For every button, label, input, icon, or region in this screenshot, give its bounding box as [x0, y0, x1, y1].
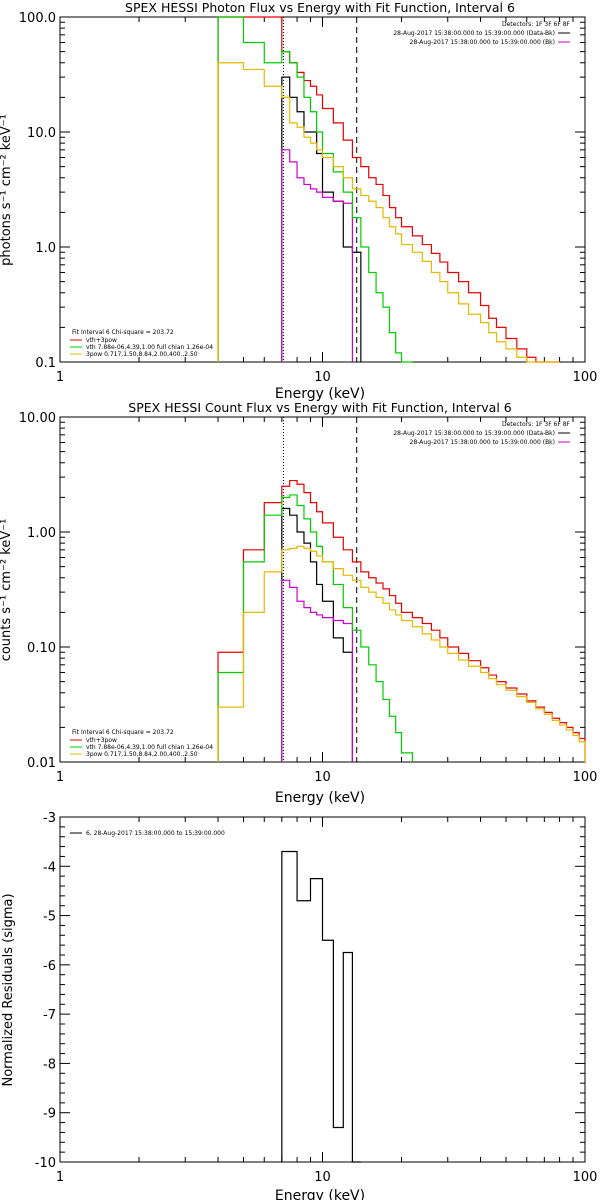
y-tick-label-2: -10 — [35, 1156, 56, 1171]
count-plot-area: 1 10 100 0.01 0.10 1.00 10.00 — [19, 411, 598, 785]
count-chart-title: SPEX HESSI Count Flux vs Energy with Fit… — [128, 400, 511, 415]
y-tick-label-1: 1.00 — [27, 526, 56, 541]
residuals-x-label: Energy (keV) — [275, 1188, 365, 1200]
y-tick-label-1: 0.10 — [27, 641, 56, 656]
photon-legend-detectors: Detectors: 1F 3F 6F 8F — [502, 21, 571, 28]
count-legend-bk: 28-Aug-2017 15:38:00.000 to 15:39:00.000… — [410, 439, 555, 446]
photon-flux-panel: SPEX HESSI Photon Flux vs Energy with Fi… — [0, 0, 597, 402]
x-tick-label-1: 10 — [314, 770, 331, 785]
x-tick-label-2: 100 — [573, 1170, 598, 1185]
y-tick-label-0: 0.1 — [35, 356, 56, 371]
spectrum-series-power-0 — [217, 62, 560, 363]
y-tick-label-2: -5 — [43, 910, 56, 925]
photon-legend-fit-title: Fit Interval 6 Chi-square = 203.72 — [72, 329, 174, 336]
y-tick-label-2: -4 — [43, 860, 56, 875]
y-tick-label-1: 0.01 — [27, 756, 56, 771]
axes-frame-2 — [59, 816, 586, 1163]
x-tick-label-0: 100 — [573, 370, 598, 385]
y-tick-label-2: -7 — [43, 1008, 56, 1023]
photon-legend-total: vth+3pow — [86, 337, 117, 344]
spectrum-series-thermal-1 — [217, 494, 413, 762]
y-tick-label-2: -8 — [43, 1057, 56, 1072]
photon-plot-area: 1 10 100 0.1 1.0 10.0 100.0 — [19, 11, 598, 385]
photon-y-label: photons s⁻¹ cm⁻² keV⁻¹ — [0, 114, 14, 266]
spectrum-series-power-1 — [217, 545, 586, 762]
count-legend-detectors: Detectors: 1F 3F 6F 8F — [502, 421, 571, 428]
photon-legend-header: Detectors: 1F 3F 6F 8F 28-Aug-2017 15:38… — [393, 21, 570, 46]
count-legend-fit-title: Fit Interval 6 Chi-square = 203.72 — [72, 729, 174, 736]
spectrum-series-total-1 — [217, 479, 586, 762]
count-x-label: Energy (keV) — [275, 790, 365, 806]
count-legend-thermal: vth 7.88e-06,4.39,1.00 full chian 1.26e-… — [86, 744, 213, 751]
residuals-plot-area: 1 10 100 -10 -9 -8 -7 -6 -5 -4 -3 — [35, 811, 598, 1185]
photon-legend-databk: 28-Aug-2017 15:38:00.000 to 15:39:00.000… — [393, 30, 555, 37]
spectrum-series-data-0 — [281, 76, 362, 362]
spectrum-series-total-0 — [217, 16, 560, 363]
residuals-panel: Energy (keV) Normalized Residuals (sigma… — [1, 811, 597, 1200]
count-legend-databk: 28-Aug-2017 15:38:00.000 to 15:39:00.000… — [393, 430, 555, 437]
count-legend-power: 3pow 0.717,1.50,8.84,2.00,400.,2.50 — [86, 751, 198, 758]
y-tick-label-0: 1.0 — [35, 241, 56, 256]
photon-legend-thermal: vth 7.88e-06,4.39,1.00 full chian 1.26e-… — [86, 344, 213, 351]
x-tick-label-0: 10 — [314, 370, 331, 385]
y-tick-label-0: 10.0 — [27, 126, 56, 141]
spectrum-series-data-2 — [281, 850, 361, 1163]
spectrum-series-background-0 — [281, 149, 354, 362]
photon-legend-power: 3pow 0.717,1.50,8.84,2.00,400.,2.50 — [86, 351, 198, 358]
spectrum-series-background-1 — [281, 579, 354, 762]
y-tick-label-2: -9 — [43, 1107, 56, 1122]
y-tick-label-2: -6 — [43, 959, 56, 974]
x-tick-label-1: 100 — [573, 770, 598, 785]
y-tick-label-2: -3 — [43, 811, 56, 826]
x-tick-label-2: 10 — [314, 1170, 331, 1185]
photon-legend-bk: 28-Aug-2017 15:38:00.000 to 15:39:00.000… — [410, 39, 555, 46]
count-y-label: counts s⁻¹ cm⁻² keV⁻¹ — [0, 519, 14, 662]
photon-x-label: Energy (keV) — [275, 386, 365, 402]
residuals-legend-label: 6, 28-Aug-2017 15:38:00.000 to 15:39:00.… — [86, 830, 225, 837]
y-tick-label-1: 10.00 — [19, 411, 56, 426]
x-tick-label-2: 1 — [56, 1170, 64, 1185]
residuals-legend: 6, 28-Aug-2017 15:38:00.000 to 15:39:00.… — [70, 830, 225, 837]
y-tick-label-0: 100.0 — [19, 11, 56, 26]
count-legend-header: Detectors: 1F 3F 6F 8F 28-Aug-2017 15:38… — [393, 421, 570, 446]
count-legend-total: vth+3pow — [86, 737, 117, 744]
x-tick-label-1: 1 — [56, 770, 64, 785]
photon-chart-title: SPEX HESSI Photon Flux vs Energy with Fi… — [125, 0, 515, 15]
photon-legend-fit: Fit Interval 6 Chi-square = 203.72 vth+3… — [70, 329, 213, 358]
spectrum-series-thermal-0 — [217, 16, 413, 363]
count-flux-panel: SPEX HESSI Count Flux vs Energy with Fit… — [0, 400, 597, 806]
count-legend-fit: Fit Interval 6 Chi-square = 203.72 vth+3… — [70, 729, 213, 758]
residuals-y-label: Normalized Residuals (sigma) — [1, 893, 16, 1086]
x-tick-label-0: 1 — [56, 370, 64, 385]
spectrum-series-data-1 — [281, 507, 354, 762]
